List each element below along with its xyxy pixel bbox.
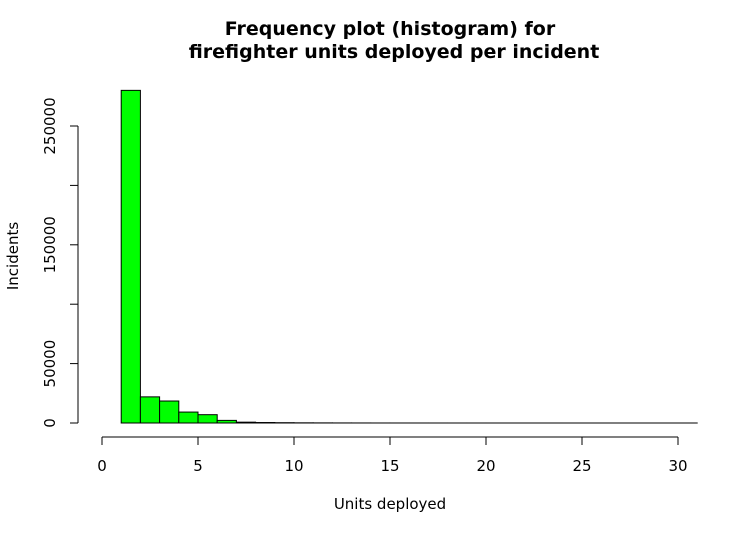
x-tick-label: 5 xyxy=(193,457,203,475)
x-tick-label: 10 xyxy=(284,457,303,475)
y-axis-label: Incidents xyxy=(4,222,22,290)
y-tick-label: 150000 xyxy=(41,216,59,273)
histogram-bar xyxy=(197,414,218,424)
histogram-bar xyxy=(159,400,180,424)
histogram-bar xyxy=(235,421,257,424)
x-tick-label: 0 xyxy=(97,457,107,475)
histogram-bar xyxy=(139,396,161,424)
y-tick-label: 50000 xyxy=(41,340,59,388)
x-axis-label: Units deployed xyxy=(334,495,446,513)
y-tick-label: 250000 xyxy=(41,97,59,154)
x-axis: 0 5 10 15 20 25 30 xyxy=(97,436,688,475)
x-tick-label: 25 xyxy=(572,457,591,475)
histogram-bar xyxy=(178,411,199,424)
chart-title-line-2: firefighter units deployed per incident xyxy=(189,41,600,63)
x-tick-label: 30 xyxy=(668,457,687,475)
y-axis: 0 50000 150000 250000 xyxy=(41,97,79,428)
x-tick-label: 15 xyxy=(380,457,399,475)
bars-group xyxy=(120,89,698,424)
x-tick-label: 20 xyxy=(476,457,495,475)
histogram-bar xyxy=(216,419,237,424)
chart-title-line-1: Frequency plot (histogram) for xyxy=(225,18,556,40)
y-tick-label: 0 xyxy=(41,418,59,428)
histogram-bar xyxy=(120,89,141,424)
